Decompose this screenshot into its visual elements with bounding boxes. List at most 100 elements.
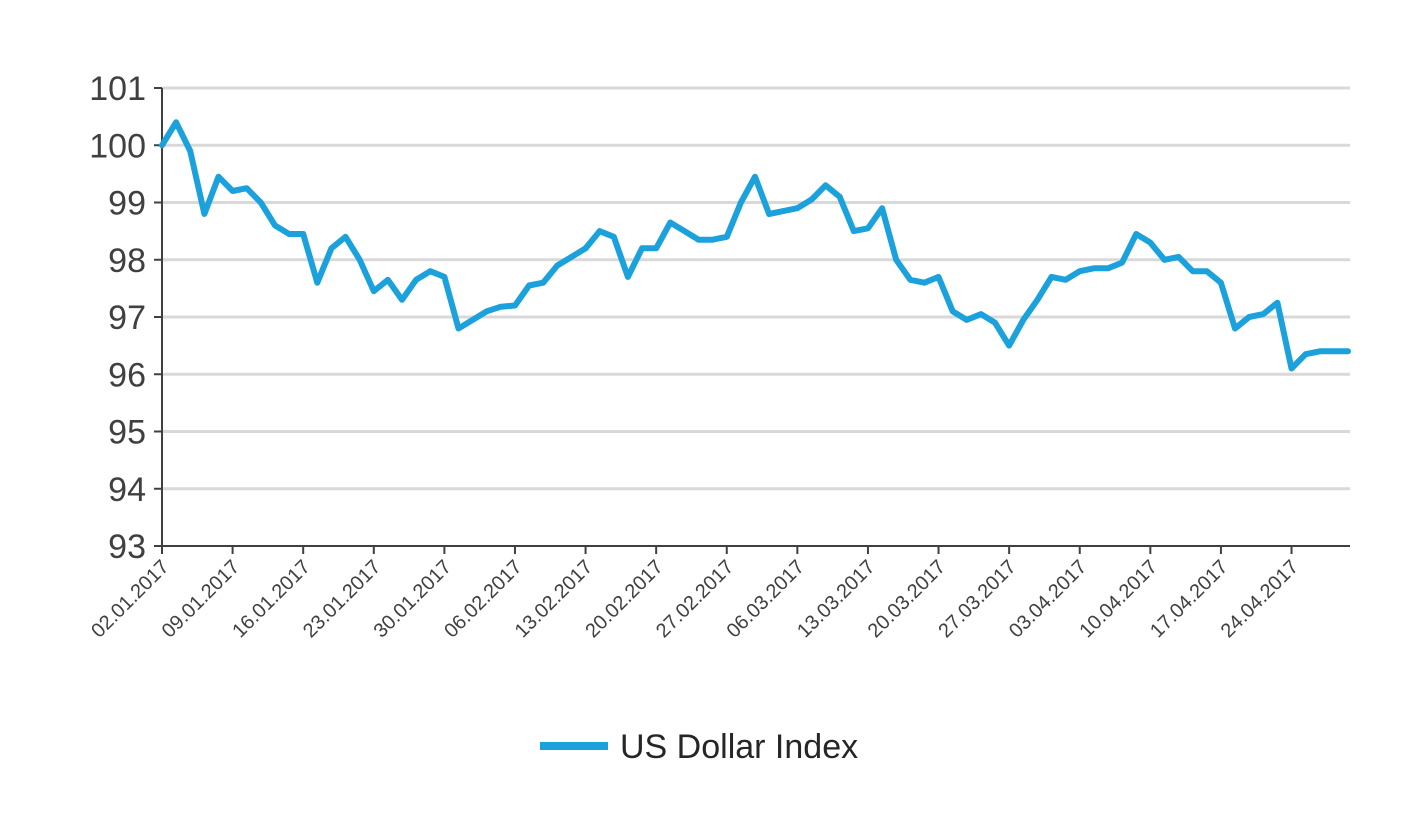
data-point [625,274,630,279]
data-point [512,303,517,308]
data-point [1247,315,1252,319]
data-point [597,229,602,234]
data-point [1275,300,1280,305]
data-point [188,148,193,153]
y-tick-label: 93 [108,528,146,566]
data-point [1289,366,1294,371]
data-point [1035,297,1040,302]
data-point [1233,326,1238,331]
data-point [668,220,673,225]
y-tick-label: 97 [108,299,146,337]
data-point [1204,269,1209,274]
data-point [385,277,390,282]
data-point [484,309,489,314]
data-point [555,263,560,268]
data-point [795,206,800,211]
data-point [400,297,405,302]
data-point [258,200,263,205]
y-tick-label: 99 [108,185,146,223]
data-point [964,317,969,322]
y-tick-label: 101 [89,70,146,108]
y-tick-labels: 93 94 95 96 97 98 99 100 101 [89,70,162,566]
data-point [428,269,433,274]
y-tick-label: 98 [108,242,146,280]
data-point [174,120,179,125]
data-point [456,326,461,331]
data-point [498,304,503,309]
data-point [894,257,899,262]
data-point [851,229,856,234]
data-point [287,231,292,236]
data-point [611,234,616,239]
data-point [414,277,419,282]
data-point [724,234,729,239]
data-point [371,289,376,294]
data-point [1077,269,1082,274]
y-tick-label: 95 [108,414,146,452]
data-point [710,237,715,242]
data-point [767,211,772,216]
data-point [1148,240,1153,245]
data-point [837,194,842,199]
x-tick-labels: 02.01.201709.01.201716.01.201723.01.2017… [87,546,1303,642]
data-point [202,211,207,216]
data-point [1176,254,1181,259]
data-point [823,183,828,188]
data-point [1134,231,1139,236]
data-point [1021,317,1026,322]
data-point [527,283,532,288]
data-point [1261,312,1266,317]
data-point [936,274,941,279]
data-point [1303,352,1308,357]
data-point [1091,266,1096,271]
data-point [1190,269,1195,274]
data-point [753,174,757,179]
data-point [654,246,659,251]
data-point [1218,280,1223,285]
data-point [682,229,687,234]
data-point [470,317,475,322]
data-point [1331,349,1336,354]
data-point [880,206,885,211]
data-point [357,257,362,262]
data-point [696,237,701,242]
data-point [1317,349,1322,354]
y-tick-label: 100 [89,127,146,165]
series-layer [159,119,1351,372]
data-point [329,246,334,251]
series-line-us-dollar-index [159,119,1351,372]
data-point [922,280,927,285]
data-point [1007,343,1012,348]
data-point [541,280,546,285]
data-point [978,312,983,317]
data-point [230,189,235,194]
data-point [569,254,574,259]
data-point [1049,274,1054,279]
data-point [993,320,998,325]
data-point [216,174,221,179]
y-tick-label: 94 [108,471,146,509]
data-point [1105,266,1110,271]
data-point [272,223,277,228]
data-point [301,231,306,236]
data-point [781,209,786,214]
data-point [315,280,320,285]
gridlines [162,86,1350,491]
legend: US Dollar Index [540,728,858,766]
data-point [1120,260,1125,265]
data-point [1162,257,1167,262]
data-point [583,246,588,251]
data-point [809,197,814,202]
data-point [1063,277,1068,282]
data-point [343,234,348,239]
data-point [442,274,447,279]
data-point [160,143,164,148]
data-point [1346,349,1350,354]
y-tick-label: 96 [108,356,146,394]
data-point [865,226,870,231]
data-point [244,186,249,191]
data-point [738,200,743,205]
data-point [640,246,645,251]
legend-label: US Dollar Index [620,728,858,766]
